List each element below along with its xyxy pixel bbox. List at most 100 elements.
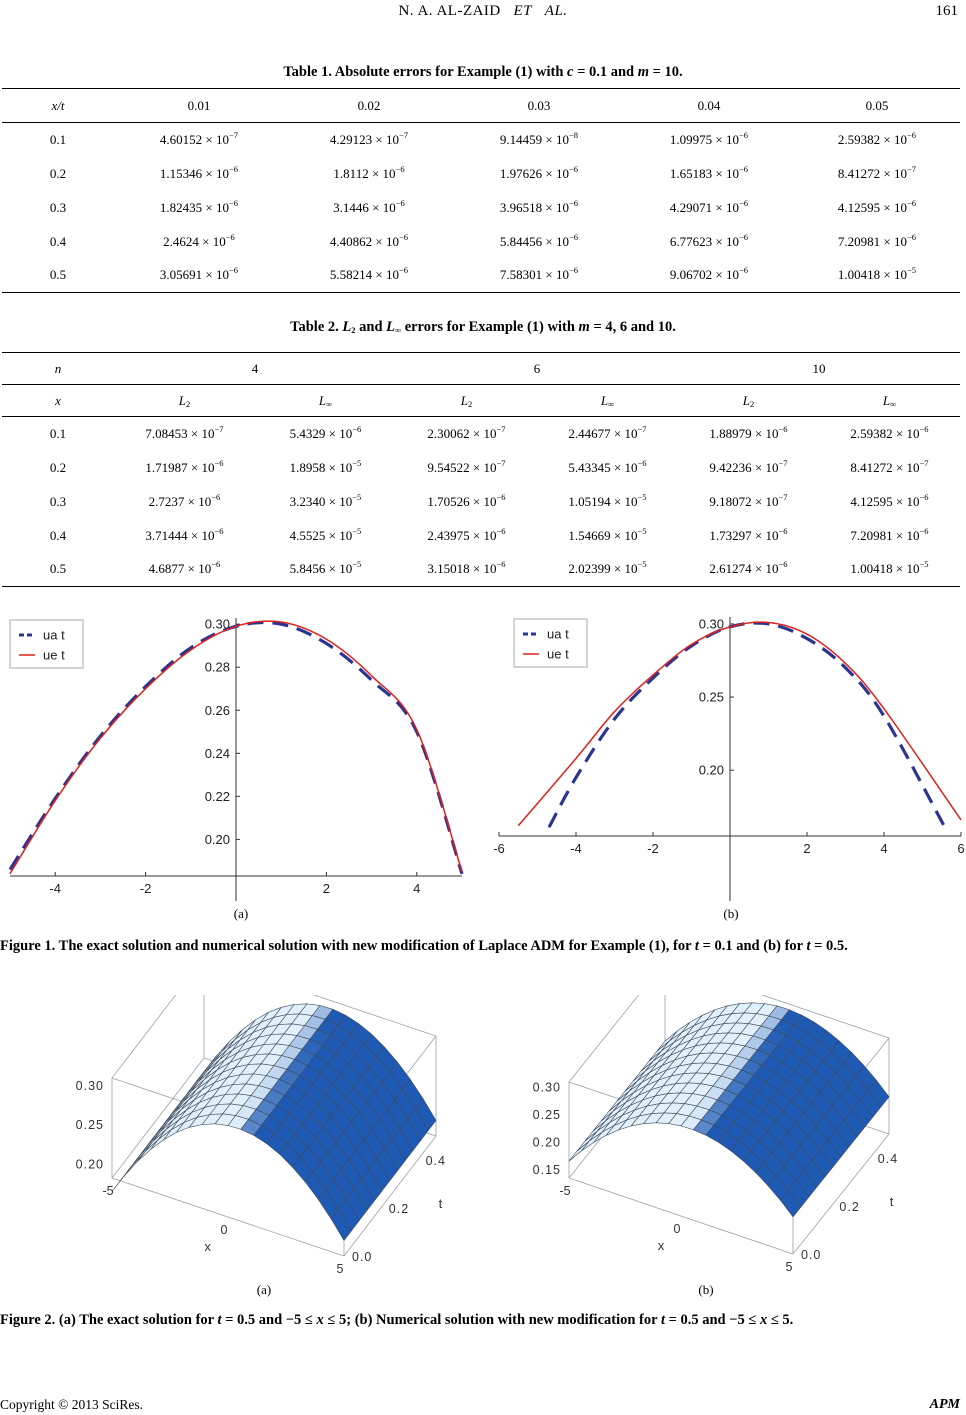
metric-header: L∞ xyxy=(537,384,678,417)
table-cell: 3.05691 × 10−6 xyxy=(114,258,284,293)
legend-label: ue t xyxy=(547,647,569,662)
cell-exponent: −7 xyxy=(496,423,506,434)
column-header: 0.02 xyxy=(284,88,454,123)
table-cell: 2.02399 × 10−5 xyxy=(537,552,678,587)
x-tick-label: -5 xyxy=(102,1184,113,1198)
table-cell: 1.8112 × 10−6 xyxy=(284,157,454,191)
cell-mantissa: 9.18072 × 10 xyxy=(709,493,779,509)
cell-exponent: −7 xyxy=(637,423,647,434)
cell-mantissa: 1.15346 × 10 xyxy=(159,165,230,181)
cell-exponent: −7 xyxy=(214,423,224,434)
cell-mantissa: 1.70526 × 10 xyxy=(427,493,497,509)
box-edge xyxy=(761,995,890,1039)
figure1-label-b: (b) xyxy=(723,906,739,921)
cell-mantissa: 2.44677 × 10 xyxy=(568,425,638,441)
metric-symbol: L xyxy=(742,392,750,408)
box-edge xyxy=(111,995,177,1079)
table1-caption: Table 1. Absolute errors for Example (1)… xyxy=(283,64,683,80)
column-header: 0.01 xyxy=(114,88,284,123)
table-row: 0.3 2.7237 × 10−6 3.2340 × 10−5 1.70526 × 1… xyxy=(2,485,960,519)
cell-mantissa: 1.8112 × 10 xyxy=(333,165,396,181)
cell-exponent: −6 xyxy=(229,197,239,208)
metric-subscript: 2 xyxy=(467,398,473,409)
table-cell: 1.09975 × 10−6 xyxy=(624,123,794,157)
cell-mantissa: 7.20981 × 10 xyxy=(850,527,920,543)
cell-exponent: −7 xyxy=(919,457,929,468)
column-header: 0.05 xyxy=(794,88,960,123)
table-cell: 3.71444 × 10−6 xyxy=(114,519,255,553)
x-tick-label: -4 xyxy=(49,881,61,896)
cell-exponent: −6 xyxy=(739,129,749,140)
table-cell: 5.4329 × 10−6 xyxy=(255,417,396,451)
x-tick-label: 6 xyxy=(957,841,964,856)
surface-patch xyxy=(137,1139,159,1162)
cell-exponent: −6 xyxy=(907,129,917,140)
series-ua-t-line xyxy=(547,621,948,830)
t-tick-label: 0.4 xyxy=(878,1152,898,1166)
metric-symbol: L xyxy=(178,392,186,408)
table-cell: 1.88979 × 10−6 xyxy=(678,417,819,451)
x-tick-label: 2 xyxy=(323,881,330,896)
table-cell: 2.7237 × 10−6 xyxy=(114,485,255,519)
cell-mantissa: 6.77623 × 10 xyxy=(669,233,740,249)
y-tick-label: 0.25 xyxy=(699,690,724,705)
cell-mantissa: 5.58214 × 10 xyxy=(329,267,400,283)
table-cell: 2.61274 × 10−6 xyxy=(678,552,819,587)
cell-exponent: −5 xyxy=(637,559,647,570)
cell-exponent: −5 xyxy=(919,559,929,570)
cell-mantissa: 3.71444 × 10 xyxy=(145,527,215,543)
t-tick-label: 0.2 xyxy=(389,1202,409,1216)
legend-label: ua t xyxy=(547,627,569,642)
table-cell: 6.77623 × 10−6 xyxy=(624,225,794,259)
table-group-row: n 4 6 10 xyxy=(2,352,960,385)
y-tick-label: 0.28 xyxy=(205,660,230,675)
cell-exponent: −6 xyxy=(907,231,917,242)
cell-mantissa: 2.59382 × 10 xyxy=(837,131,908,147)
table-cell: 9.06702 × 10−6 xyxy=(624,258,794,293)
row-x-value: 0.4 xyxy=(49,527,67,543)
figure1-plot-a: -4 -2 2 4 0.20 0.22 0.24 0.26 0.28 0.30 ua t ue t xyxy=(8,617,464,901)
x-tick-label: -5 xyxy=(559,1184,570,1198)
footer-journal: APM xyxy=(929,1397,960,1412)
cell-mantissa: 1.09975 × 10 xyxy=(669,131,740,147)
cell-mantissa: 5.8456 × 10 xyxy=(289,561,353,577)
table-row: 0.1 7.08453 × 10−7 5.4329 × 10−6 2.30062 × … xyxy=(2,417,960,451)
table-cell: 3.1446 × 10−6 xyxy=(284,191,454,225)
table1: x/t 0.01 0.02 0.03 0.04 0.05 0.1 4.60152 × 10−7… xyxy=(2,88,960,293)
cell-mantissa: 7.58301 × 10 xyxy=(499,267,570,283)
cell-exponent: −6 xyxy=(739,265,749,276)
table-cell: 9.54522 × 10−7 xyxy=(396,451,537,485)
cell-mantissa: 3.2340 × 10 xyxy=(289,493,353,509)
z-tick-label: 0.20 xyxy=(533,1135,561,1149)
cell-mantissa: 1.73297 × 10 xyxy=(709,527,779,543)
y-tick-label: 0.30 xyxy=(699,616,724,631)
table-cell: 7.08453 × 10−7 xyxy=(114,417,255,451)
cell-mantissa: 1.8958 × 10 xyxy=(289,459,353,475)
cell-mantissa: 4.6877 × 10 xyxy=(148,561,212,577)
metric-header: L2 xyxy=(396,384,537,417)
cell-exponent: −6 xyxy=(496,525,506,536)
box-edge xyxy=(568,995,640,1083)
table-cell: 2.30062 × 10−7 xyxy=(396,417,537,451)
cell-exponent: −6 xyxy=(569,163,579,174)
cell-mantissa: 3.15018 × 10 xyxy=(427,561,497,577)
legend-label: ua t xyxy=(43,628,65,643)
metric-symbol: L xyxy=(318,392,327,408)
cell-mantissa: 9.42236 × 10 xyxy=(709,459,779,475)
y-tick-label: 0.20 xyxy=(699,763,724,778)
metric-subscript: ∞ xyxy=(608,398,615,409)
cell-mantissa: 7.08453 × 10 xyxy=(145,425,215,441)
x-tick-label: 0 xyxy=(221,1223,228,1237)
figure1-caption: Figure 1. The exact solution and numeric… xyxy=(0,938,848,954)
cell-exponent: −6 xyxy=(778,559,788,570)
cell-exponent: −6 xyxy=(395,163,405,174)
n-header: n xyxy=(2,352,114,385)
t-axis-label: t xyxy=(890,1194,894,1209)
x-tick-label: 2 xyxy=(803,841,810,856)
running-header: N. A. AL-ZAID ET AL. xyxy=(0,3,966,20)
x-tick-label: 5 xyxy=(786,1260,793,1274)
cell-mantissa: 5.4329 × 10 xyxy=(289,425,353,441)
cell-mantissa: 4.29123 × 10 xyxy=(329,131,400,147)
cell-exponent: −5 xyxy=(907,265,917,276)
surface-patch xyxy=(415,1098,437,1132)
